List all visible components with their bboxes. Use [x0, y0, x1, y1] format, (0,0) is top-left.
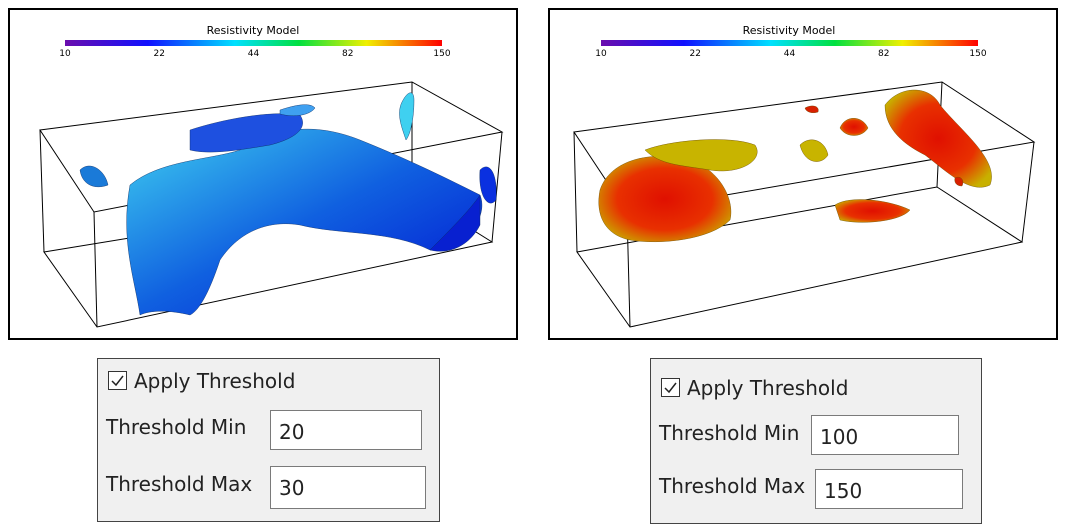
field-label: Threshold Min — [659, 421, 800, 445]
check-mark-path — [111, 375, 124, 387]
colorbar-tick-label: 150 — [433, 49, 450, 59]
threshold-max-input[interactable]: 30 — [270, 466, 426, 509]
colorbar — [601, 40, 978, 46]
colorbar-tick-label: 150 — [969, 49, 986, 59]
colorbar-tick-label: 22 — [154, 49, 165, 59]
threshold-min-input[interactable]: 20 — [270, 410, 422, 450]
colorbar-tick-label: 10 — [595, 49, 607, 59]
colorbar-tick-label: 82 — [342, 49, 353, 59]
colorbar-tick-label: 22 — [690, 49, 701, 59]
render-view: Resistivity Model 10 22 44 82 150 — [8, 8, 518, 340]
colorbar-tick-label: 10 — [59, 49, 71, 59]
threshold-min-input[interactable]: 100 — [811, 415, 959, 455]
colorbar-tick-label: 44 — [784, 49, 796, 59]
checkbox[interactable] — [108, 371, 127, 390]
field-label: Threshold Max — [659, 474, 806, 498]
iso-surface — [79, 92, 497, 316]
check-mark — [111, 375, 124, 387]
field-label: Threshold Max — [106, 472, 253, 496]
render-canvas: Resistivity Model 10 22 44 82 150 — [573, 24, 1036, 328]
field-label: Threshold Min — [106, 415, 247, 439]
render-view: Resistivity Model 10 22 44 82 150 — [548, 8, 1058, 340]
checkbox-label[interactable]: Apply Threshold — [687, 376, 849, 400]
threshold-panel: Apply Threshold Threshold Min 100 Thresh… — [650, 358, 982, 524]
iso-surface — [598, 89, 992, 242]
threshold-max-input[interactable]: 150 — [815, 469, 963, 509]
checkbox-label[interactable]: Apply Threshold — [134, 369, 296, 393]
render-canvas: Resistivity Model 10 22 44 82 150 — [39, 24, 504, 328]
colorbar-title: Resistivity Model — [743, 24, 836, 37]
colorbar — [65, 40, 442, 46]
checkbox[interactable] — [661, 378, 680, 397]
threshold-panel: Apply Threshold Threshold Min 20 Thresho… — [97, 358, 440, 522]
check-mark — [664, 382, 677, 394]
colorbar-tick-label: 82 — [878, 49, 889, 59]
check-mark-path — [664, 382, 677, 394]
colorbar-title: Resistivity Model — [207, 24, 300, 37]
colorbar-tick-label: 44 — [248, 49, 260, 59]
